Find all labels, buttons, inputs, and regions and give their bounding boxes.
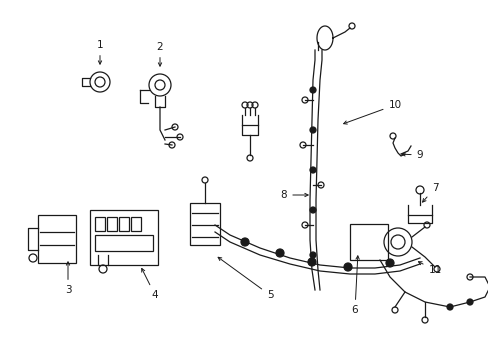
Text: 2: 2 [156, 42, 163, 66]
Circle shape [446, 304, 452, 310]
Bar [95, 235, 153, 251]
Bar [107, 217, 117, 231]
Text: 1: 1 [97, 40, 103, 64]
Circle shape [466, 299, 472, 305]
Text: 6: 6 [351, 256, 359, 315]
Text: 9: 9 [401, 150, 423, 160]
Circle shape [309, 207, 315, 213]
Circle shape [241, 238, 248, 246]
Bar [131, 217, 141, 231]
Circle shape [309, 127, 315, 133]
Text: 8: 8 [280, 190, 307, 200]
Text: 10: 10 [343, 100, 401, 124]
Text: 5: 5 [218, 257, 273, 300]
Circle shape [385, 259, 393, 267]
Bar [119, 217, 129, 231]
Bar [95, 217, 105, 231]
Bar [90, 210, 158, 265]
Text: 3: 3 [64, 262, 71, 295]
Bar [349, 224, 387, 260]
Circle shape [309, 87, 315, 93]
Circle shape [309, 167, 315, 173]
Circle shape [275, 249, 284, 257]
Bar [38, 215, 76, 263]
Circle shape [309, 252, 315, 258]
Bar [190, 203, 220, 245]
Circle shape [307, 258, 315, 266]
Text: 4: 4 [142, 269, 158, 300]
Text: 7: 7 [422, 183, 437, 202]
Circle shape [343, 263, 351, 271]
Text: 11: 11 [418, 262, 441, 275]
